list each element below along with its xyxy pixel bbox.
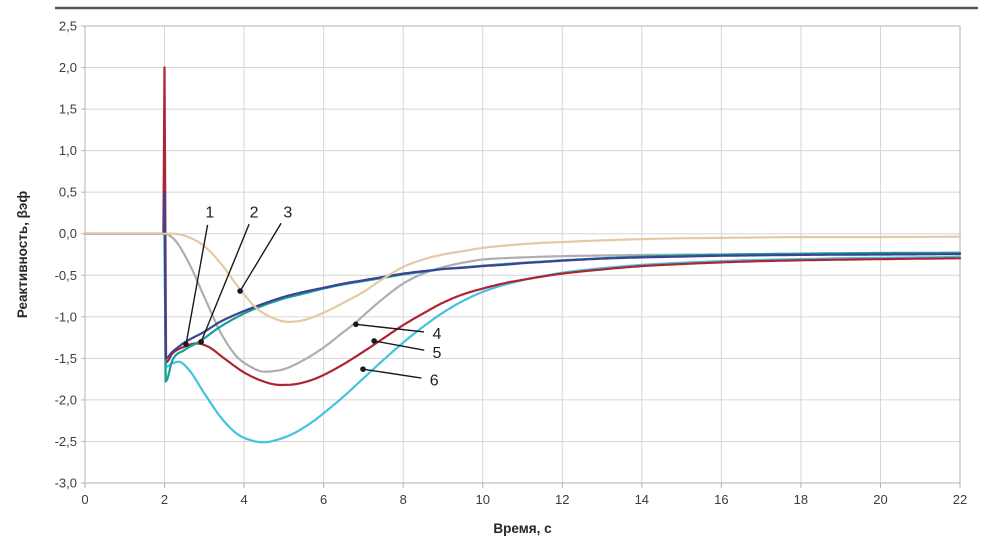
annotation-number: 5 <box>433 345 442 362</box>
x-tick-label: 14 <box>635 492 649 507</box>
grid-lines <box>85 26 960 483</box>
y-tick-label: 1,5 <box>59 102 77 117</box>
x-tick-label: 6 <box>320 492 327 507</box>
y-tick-label: -1,0 <box>55 309 77 324</box>
x-tick-label: 16 <box>714 492 728 507</box>
curve-number-annotations: 1 2 3 4 5 6 <box>183 205 442 389</box>
y-tick-label: 1,0 <box>59 143 77 158</box>
axis-tick-labels: 0 2 4 6 8 10 12 14 16 18 20 222,52,01,51,00,50,0-0,… <box>55 19 968 508</box>
annotation-dot <box>237 288 243 294</box>
annotation-leader-line <box>374 340 425 351</box>
x-tick-label: 18 <box>794 492 808 507</box>
annotation-leader-line <box>362 368 422 379</box>
annotation-dot <box>353 321 359 328</box>
annotation-number: 1 <box>205 205 214 222</box>
x-tick-label: 20 <box>873 492 887 507</box>
curve-annotation-4: 4 <box>353 321 442 343</box>
y-tick-label: -2,5 <box>55 434 77 449</box>
x-tick-label: 22 <box>953 492 967 507</box>
x-tick-label: 2 <box>161 492 168 507</box>
curve-annotation-2: 2 <box>198 205 259 345</box>
x-tick-label: 10 <box>475 492 489 507</box>
y-tick-label: -2,0 <box>55 392 77 407</box>
x-tick-label: 4 <box>240 492 247 507</box>
annotation-dot <box>360 366 366 372</box>
annotation-dot <box>198 338 204 345</box>
x-axis-title: Время, с <box>493 521 552 536</box>
annotation-number: 3 <box>283 205 292 222</box>
annotation-leader-line <box>185 224 209 345</box>
y-tick-label: 0,5 <box>59 185 77 200</box>
y-tick-label: 2,5 <box>59 19 77 34</box>
y-tick-label: -0,5 <box>55 268 77 283</box>
annotation-number: 6 <box>430 372 439 389</box>
curve-3 <box>83 232 962 323</box>
y-tick-label: -3,0 <box>55 476 77 491</box>
curve-5 <box>83 66 962 387</box>
data-curves <box>83 66 962 444</box>
curve-annotation-3: 3 <box>237 205 292 294</box>
annotation-number: 4 <box>433 326 442 343</box>
annotation-leader-line <box>239 222 282 292</box>
curve-annotation-1: 1 <box>183 205 214 348</box>
curve-annotation-5: 5 <box>371 338 442 362</box>
x-tick-label: 12 <box>555 492 569 507</box>
y-axis-title: Реактивность, βэф <box>15 191 30 318</box>
annotation-leader-line <box>200 223 250 343</box>
x-tick-label: 8 <box>400 492 407 507</box>
curve-1 <box>83 191 962 360</box>
curve-annotation-6: 6 <box>360 366 439 389</box>
y-tick-label: -1,5 <box>55 351 77 366</box>
y-tick-label: 2,0 <box>59 60 77 75</box>
annotation-dot <box>183 341 189 348</box>
y-tick-label: 0,0 <box>59 226 77 241</box>
annotation-leader-line <box>355 323 425 333</box>
annotation-number: 2 <box>250 205 259 222</box>
x-tick-label: 0 <box>81 492 88 507</box>
annotation-dot <box>371 338 377 344</box>
